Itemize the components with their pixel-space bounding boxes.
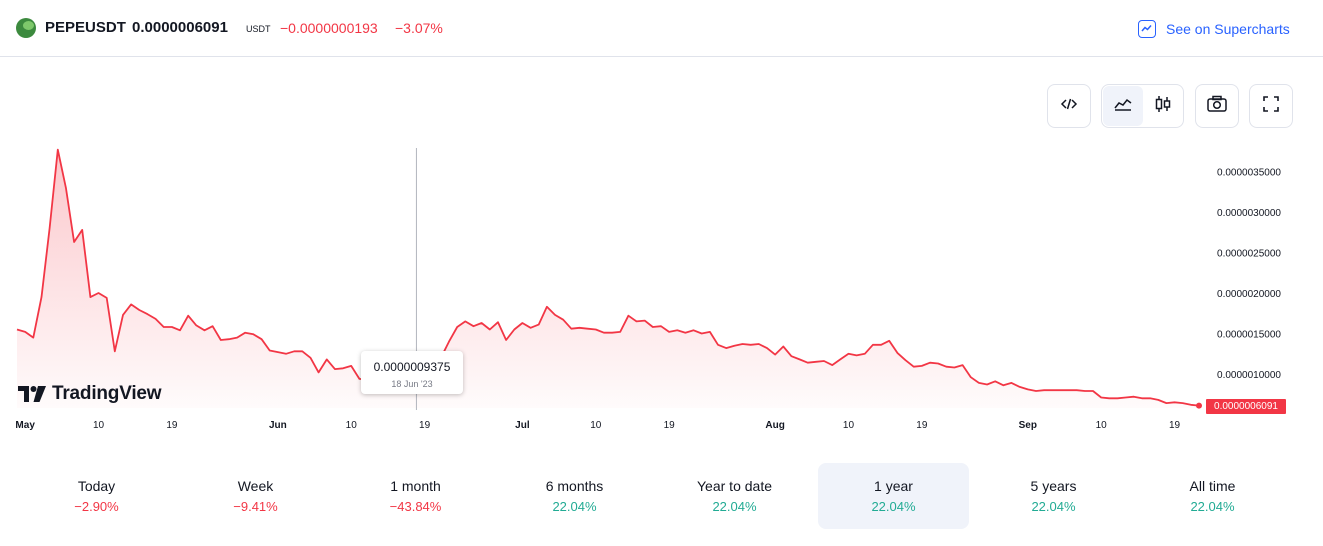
y-tick-label: 0.0000010000 [1217, 370, 1281, 381]
period-label: Year to date [697, 478, 772, 494]
crosshair-tooltip: 0.0000009375 18 Jun '23 [361, 351, 463, 394]
tradingview-logo-icon [18, 386, 46, 402]
price-change-percent: −3.07% [395, 20, 443, 36]
y-tick-label: 0.0000020000 [1217, 289, 1281, 300]
snapshot-button[interactable] [1195, 84, 1239, 128]
period-change: 22.04% [1031, 499, 1076, 514]
tradingview-logo-text: TradingView [52, 383, 162, 404]
symbol-name[interactable]: PEPEUSDT [45, 19, 126, 36]
period-label: 5 years [1030, 478, 1077, 494]
last-price: 0.0000006091 [132, 19, 228, 36]
fullscreen-icon [1261, 94, 1281, 119]
period-6-months[interactable]: 6 months 22.04% [499, 463, 650, 529]
period-performance-bar: Today −2.90% Week −9.41% 1 month −43.84%… [0, 463, 1323, 529]
period-year-to-date[interactable]: Year to date 22.04% [659, 463, 810, 529]
tooltip-price: 0.0000009375 [373, 360, 451, 374]
period-5-years[interactable]: 5 years 22.04% [978, 463, 1129, 529]
last-price-label: 0.0000006091 [1206, 399, 1286, 414]
y-tick-label: 0.0000015000 [1217, 330, 1281, 341]
period-label: Today [77, 478, 116, 494]
period-label: 6 months [545, 478, 604, 494]
period-1-month[interactable]: 1 month −43.84% [340, 463, 491, 529]
period-week[interactable]: Week −9.41% [180, 463, 331, 529]
period-today[interactable]: Today −2.90% [21, 463, 172, 529]
embed-button[interactable] [1047, 84, 1091, 128]
period-change: 22.04% [712, 499, 757, 514]
x-tick-label: May [15, 420, 35, 431]
period-label: 1 month [390, 478, 441, 494]
x-tick-label: 19 [664, 420, 676, 431]
currency-label: USDT [246, 24, 271, 34]
x-tick-label: Jul [515, 420, 530, 431]
area-fill [17, 149, 1199, 408]
x-tick-label: 19 [166, 420, 178, 431]
symbol-header: PEPEUSDT 0.0000006091 USDT −0.0000000193… [0, 0, 1323, 57]
y-tick-label: 0.0000035000 [1217, 168, 1281, 179]
candlestick-button[interactable] [1143, 86, 1183, 126]
period-change: −9.41% [233, 499, 278, 514]
period-change: 22.04% [871, 499, 916, 514]
period-all-time[interactable]: All time 22.04% [1137, 463, 1288, 529]
price-area-chart[interactable]: 0.0000035000 0.0000030000 0.0000025000 0.00… [0, 140, 1323, 440]
x-tick-label: 19 [916, 420, 928, 431]
tooltip-date: 18 Jun '23 [391, 379, 433, 389]
x-tick-label: Aug [765, 420, 784, 431]
tradingview-logo[interactable]: TradingView [18, 383, 162, 405]
pepe-coin-icon [16, 18, 36, 38]
see-on-supercharts-link[interactable]: See on Supercharts [1138, 17, 1290, 41]
price-change: −0.0000000193 [280, 20, 378, 36]
y-tick-label: 0.0000025000 [1217, 249, 1281, 260]
fullscreen-button[interactable] [1249, 84, 1293, 128]
x-tick-label: Jun [269, 420, 287, 431]
camera-icon [1206, 94, 1228, 119]
period-1-year[interactable]: 1 year 22.04% [818, 463, 969, 529]
y-tick-label: 0.0000030000 [1217, 208, 1281, 219]
supercharts-label: See on Supercharts [1166, 21, 1290, 37]
period-label: 1 year [874, 478, 913, 494]
x-tick-label: 10 [93, 420, 105, 431]
x-tick-label: 10 [843, 420, 855, 431]
period-label: All time [1189, 478, 1236, 494]
period-change: 22.04% [1190, 499, 1235, 514]
chart-line-icon [1138, 20, 1156, 38]
area-chart-icon [1113, 94, 1133, 119]
period-change: −2.90% [74, 499, 119, 514]
x-tick-label: 10 [590, 420, 602, 431]
price-line [16, 148, 1200, 407]
candlestick-icon [1153, 94, 1173, 119]
period-change: 22.04% [552, 499, 597, 514]
chart-type-group [1101, 84, 1184, 128]
last-point-dot [1196, 402, 1202, 409]
area-chart-button[interactable] [1102, 86, 1143, 126]
x-tick-label: Sep [1019, 420, 1037, 431]
x-tick-label: 19 [419, 420, 431, 431]
x-tick-label: 10 [1096, 420, 1108, 431]
x-tick-label: 19 [1169, 420, 1181, 431]
period-change: −43.84% [389, 499, 442, 514]
x-tick-label: 10 [346, 420, 358, 431]
period-label: Week [237, 478, 274, 494]
code-embed-icon [1059, 94, 1079, 119]
